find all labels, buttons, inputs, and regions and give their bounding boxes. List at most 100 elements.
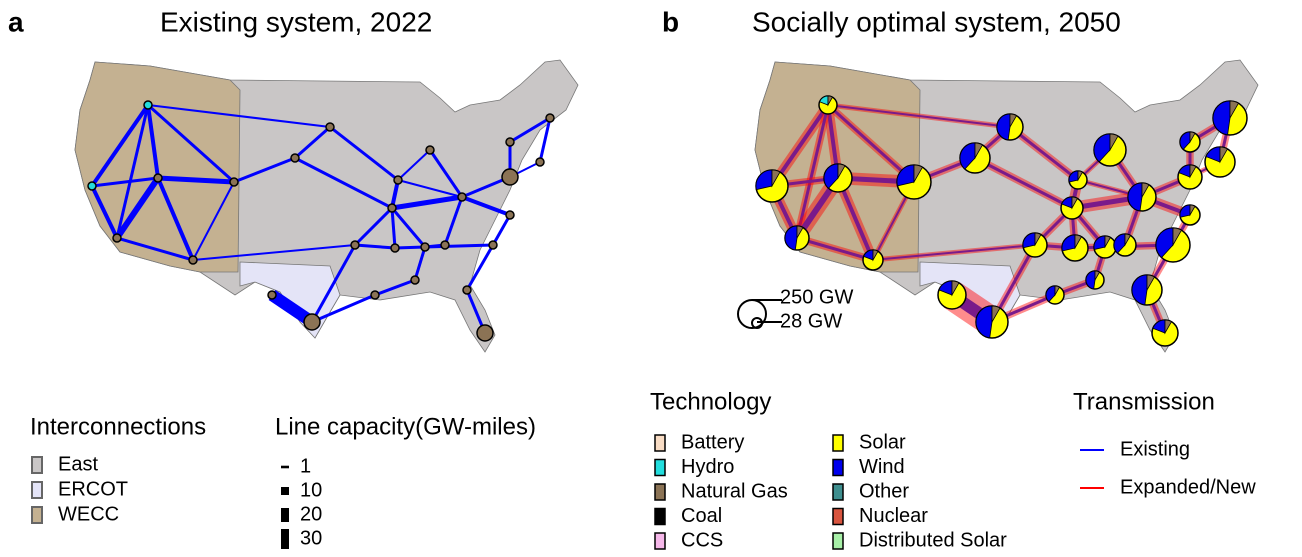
node [457, 192, 467, 202]
map-panel [74, 59, 579, 353]
pie-slice [1127, 182, 1143, 212]
node [112, 233, 122, 243]
pie-slice [1077, 170, 1084, 182]
node [325, 122, 335, 132]
transmission-existing [233, 156, 296, 184]
pie-slice [991, 305, 1001, 324]
transmission-existing [397, 149, 431, 181]
transmission-existing [509, 116, 551, 144]
legend-title: Line capacity(GW-miles) [275, 413, 536, 440]
transmission-existing [397, 179, 463, 198]
pie-slice [951, 280, 960, 297]
node [505, 137, 515, 147]
pie-slice [1141, 182, 1150, 199]
panel-title: Existing system, 2022 [160, 6, 432, 37]
node [229, 177, 239, 187]
node [303, 313, 321, 331]
transmission-existing [192, 181, 235, 261]
pie-slice [1146, 274, 1156, 292]
transmission-existing [116, 236, 194, 262]
size-label: 28 GW [780, 310, 842, 332]
pie-slice [1071, 196, 1079, 210]
pie-slice [1179, 131, 1191, 150]
transmission-existing [91, 176, 159, 188]
legend-label: 30 [300, 527, 322, 549]
transmission-existing [146, 104, 160, 179]
pie-slice [755, 169, 773, 191]
legend-swatch [832, 434, 844, 452]
pie-slice [1189, 204, 1196, 217]
transmission-existing [538, 117, 552, 163]
transmission-existing [461, 195, 511, 217]
pie-slice [913, 164, 924, 184]
pie-slice [823, 163, 839, 189]
pie-slice [1093, 133, 1111, 163]
legend-swatch [654, 434, 666, 452]
transmission-existing [354, 243, 396, 250]
transmission-existing [443, 196, 464, 246]
transmission-existing [428, 149, 464, 198]
pie-slice [1104, 235, 1112, 249]
transmission-existing [796, 236, 874, 262]
legend-label: Wind [859, 456, 905, 478]
pie-slice [1045, 285, 1056, 303]
legend-swatch [654, 458, 666, 477]
transmission-existing [329, 125, 399, 182]
pie-slice [771, 169, 781, 188]
pie-slice [1085, 270, 1096, 290]
node [535, 157, 545, 167]
legend-title: Technology [650, 388, 771, 415]
pie-slice [1155, 227, 1174, 259]
node [440, 240, 450, 250]
transmission-existing [90, 185, 119, 239]
legend-swatch [654, 507, 666, 526]
transmission-existing [872, 244, 1036, 261]
node [488, 240, 498, 250]
transmission-existing [147, 104, 331, 128]
transmission-existing [90, 103, 150, 188]
pie-slice [1219, 146, 1229, 164]
legend-label: Coal [681, 505, 722, 527]
pie-slice [796, 225, 804, 240]
legend-swatch [31, 481, 43, 499]
transmission-existing [311, 293, 376, 324]
pie-slice [959, 142, 976, 170]
pie-slice [1034, 232, 1042, 247]
legend-title: Transmission [1073, 388, 1215, 415]
legend-label: Expanded/New [1120, 476, 1256, 498]
transmission-existing [827, 104, 1011, 128]
node [387, 203, 397, 213]
transmission-existing [353, 206, 394, 247]
transmission-existing [391, 194, 463, 211]
transmission-existing [394, 245, 426, 250]
legend-label: Other [859, 480, 909, 502]
node [153, 173, 163, 183]
transmission-existing [1009, 125, 1079, 182]
pie-slice [1009, 113, 1018, 129]
pie-slice [1189, 164, 1197, 179]
legend-label: Natural Gas [681, 480, 788, 502]
legend-label: Hydro [681, 456, 734, 478]
pie-slice [1124, 233, 1132, 247]
panel-title: Socially optimal system, 2050 [752, 6, 1121, 37]
legend-swatch [31, 456, 43, 474]
transmission-existing [310, 244, 357, 323]
node [545, 113, 555, 123]
legend-label: Distributed Solar [859, 529, 1007, 551]
legend-swatch [832, 458, 844, 477]
legend-label: Solar [859, 431, 906, 453]
transmission-existing [294, 156, 393, 210]
pie-slice [1212, 100, 1231, 136]
transmission-existing [413, 246, 427, 281]
transmission-existing [491, 214, 512, 246]
legend-label: 20 [300, 503, 322, 525]
pie-slice [1074, 234, 1083, 250]
node [350, 240, 360, 250]
pie-slice [974, 142, 984, 160]
pie-slice [996, 113, 1011, 141]
legend-label: East [58, 453, 98, 475]
transmission-existing [374, 278, 416, 297]
capacity-swatch [281, 465, 289, 469]
